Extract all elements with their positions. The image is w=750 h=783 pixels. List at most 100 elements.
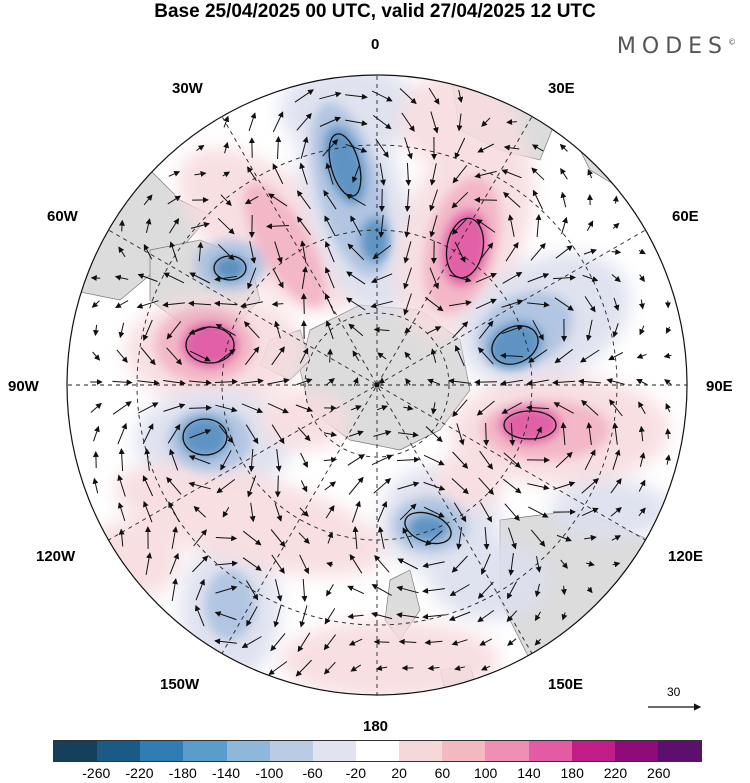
wind-vector xyxy=(118,448,125,472)
wind-vector xyxy=(323,189,337,210)
wind-vector xyxy=(405,162,412,186)
wind-vector xyxy=(370,300,393,309)
wind-vector xyxy=(300,452,308,468)
wind-vector xyxy=(267,377,290,385)
wind-vector xyxy=(500,379,523,386)
wind-vector xyxy=(137,379,160,386)
wind-vector xyxy=(323,456,338,463)
wind-vector xyxy=(586,220,594,231)
wind-vector xyxy=(299,162,308,185)
wind-vector xyxy=(319,116,342,127)
wind-vector xyxy=(144,448,151,471)
wind-vector xyxy=(478,477,494,495)
wind-vector xyxy=(272,268,284,289)
colorbar-tick-label: -220 xyxy=(125,765,154,781)
wind-vector xyxy=(272,111,284,133)
wind-vector xyxy=(171,526,178,549)
wind-vector xyxy=(612,323,619,338)
wind-vector xyxy=(325,162,334,185)
wind-vector xyxy=(247,166,257,182)
wind-vector xyxy=(243,321,260,339)
wind-vector xyxy=(166,320,182,340)
wind-vector xyxy=(319,91,342,100)
wind-vector xyxy=(475,272,498,283)
wind-vector xyxy=(324,481,337,491)
wind-vector xyxy=(404,188,411,212)
wind-vector xyxy=(93,425,100,442)
wind-vector xyxy=(91,300,100,308)
wind-vector xyxy=(217,217,235,235)
wind-vector xyxy=(375,665,388,671)
wind-vector xyxy=(376,405,388,411)
wind-vector xyxy=(404,215,411,238)
wind-vectors xyxy=(90,87,672,677)
wind-vector xyxy=(324,293,335,315)
wind-vector xyxy=(138,402,159,414)
wind-vector xyxy=(638,248,646,255)
wind-vector xyxy=(501,402,522,414)
wind-vector xyxy=(505,241,519,262)
wind-vector xyxy=(476,400,495,416)
wind-vector xyxy=(92,351,101,361)
wind-vector xyxy=(163,379,186,386)
wind-vector xyxy=(241,378,264,385)
wind-vector xyxy=(422,587,445,594)
map-disk xyxy=(67,75,687,695)
colorbar-tick-label: -20 xyxy=(345,765,366,781)
wind-vector xyxy=(188,300,212,307)
wind-vector xyxy=(377,500,388,523)
wind-vector xyxy=(507,581,517,600)
wind-vector xyxy=(241,403,264,414)
wind-vector xyxy=(196,144,205,152)
wind-vector xyxy=(638,479,646,492)
wind-vector xyxy=(371,454,393,466)
colorbar-swatch xyxy=(571,741,615,761)
wind-vector xyxy=(397,558,419,570)
wind-vector xyxy=(479,450,493,470)
colorbar-swatch xyxy=(485,741,529,761)
wind-vector xyxy=(561,612,568,621)
wind-vector xyxy=(583,248,597,255)
wind-vector xyxy=(449,300,472,307)
wind-vector xyxy=(423,454,445,466)
wind-vector xyxy=(451,639,468,646)
wind-vector xyxy=(350,405,362,411)
wind-vector xyxy=(527,483,550,491)
colorbar-swatch xyxy=(657,741,702,761)
wind-vector xyxy=(245,580,259,601)
wind-vector xyxy=(351,500,361,523)
wind-vector xyxy=(300,240,307,263)
colorbar-swatch xyxy=(614,741,658,761)
wind-vector xyxy=(506,610,518,623)
wind-vector xyxy=(223,115,230,128)
wind-vector xyxy=(325,505,335,519)
wind-vector xyxy=(274,475,281,498)
lon-label-60e: 60E xyxy=(672,208,699,225)
reference-vector-label: 30 xyxy=(667,685,681,699)
wind-vector xyxy=(477,143,495,153)
wind-vector xyxy=(561,216,568,235)
colorbar-ticks: -260 -220 -180 -140 -100 -60 -20 20 60 100 140 180 2… xyxy=(0,765,750,783)
wind-vector xyxy=(501,325,524,335)
wind-vector xyxy=(534,583,541,598)
wind-vector xyxy=(560,422,567,446)
wind-vector xyxy=(295,404,314,413)
wind-vector xyxy=(248,448,255,472)
wind-vector xyxy=(297,632,311,653)
wind-vector xyxy=(274,241,283,264)
wind-vector xyxy=(326,561,334,568)
wind-vector xyxy=(299,605,308,628)
wind-vector xyxy=(480,502,492,523)
wind-vector xyxy=(166,476,182,495)
wind-vector xyxy=(451,478,469,495)
wind-vector xyxy=(508,527,517,550)
wind-vector xyxy=(299,347,309,364)
wind-vector xyxy=(242,530,262,546)
wind-vector xyxy=(116,349,128,363)
wind-vector xyxy=(162,301,185,308)
wind-vector xyxy=(560,585,567,596)
wind-vector xyxy=(379,163,386,186)
wind-vector xyxy=(428,87,440,105)
wind-vector xyxy=(167,195,182,205)
wind-vector xyxy=(422,613,445,620)
